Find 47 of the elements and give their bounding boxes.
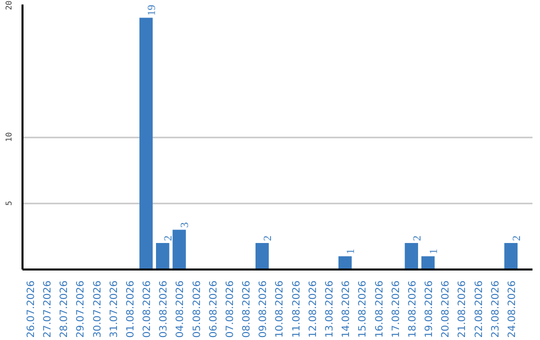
- x-tick-label: 18.08.2026: [407, 280, 418, 338]
- x-tick-label: 16.08.2026: [374, 280, 386, 338]
- x-tick-label: 20.08.2026: [440, 280, 452, 338]
- x-tick-label: 02.08.2026: [142, 280, 154, 338]
- x-tick-label: 23.08.2026: [490, 280, 502, 338]
- x-tick-label: 26.07.2026: [26, 280, 37, 338]
- x-tick-label: 19.08.2026: [424, 280, 436, 338]
- x-tick-label: 22.08.2026: [474, 280, 485, 338]
- bar: [156, 243, 170, 270]
- data-label: 2: [510, 236, 523, 241]
- x-tick-label: 06.08.2026: [208, 280, 220, 338]
- x-tick-label: 11.08.2026: [291, 280, 302, 338]
- x-tick-label: 12.08.2026: [308, 280, 319, 338]
- x-tick-label: 03.08.2026: [158, 280, 170, 338]
- data-label: 1: [345, 248, 358, 254]
- x-tick-label: 01.08.2026: [125, 280, 136, 338]
- bar: [256, 243, 269, 270]
- y-tick-label: 20: [4, 0, 14, 10]
- x-tick-label: 13.08.2026: [324, 280, 336, 338]
- y-tick-label: 5: [4, 200, 14, 206]
- x-tick-label: 04.08.2026: [175, 280, 186, 338]
- x-tick-label: 29.07.2026: [76, 280, 87, 338]
- x-tick-label: 27.07.2026: [42, 280, 54, 338]
- x-tick-label: 21.08.2026: [457, 280, 468, 338]
- data-label: 2: [262, 236, 274, 241]
- x-tick-label: 10.08.2026: [274, 280, 286, 338]
- x-tick-label: 31.07.2026: [108, 280, 120, 338]
- bar: [139, 18, 153, 270]
- x-tick-label: 30.07.2026: [92, 280, 104, 338]
- x-tick-label: 08.08.2026: [242, 280, 253, 338]
- bar: [172, 230, 186, 270]
- x-tick-label: 15.08.2026: [358, 280, 369, 338]
- data-label: 2: [162, 236, 175, 241]
- x-tick-label: 14.08.2026: [341, 280, 352, 338]
- x-tick-label: 09.08.2026: [258, 280, 270, 338]
- x-tick-label: 07.08.2026: [224, 280, 236, 338]
- x-tick-label: 17.08.2026: [390, 280, 402, 338]
- bar: [404, 243, 418, 270]
- x-tick-label: 28.07.2026: [59, 280, 70, 338]
- bar: [504, 243, 518, 270]
- data-label: 3: [179, 222, 192, 228]
- x-tick-label: 24.08.2026: [506, 280, 518, 338]
- data-label: 1: [428, 248, 440, 254]
- data-label: 2: [411, 236, 424, 241]
- data-label: 19: [146, 4, 158, 16]
- y-tick-label: 10: [4, 132, 14, 142]
- x-tick-label: 05.08.2026: [192, 280, 203, 338]
